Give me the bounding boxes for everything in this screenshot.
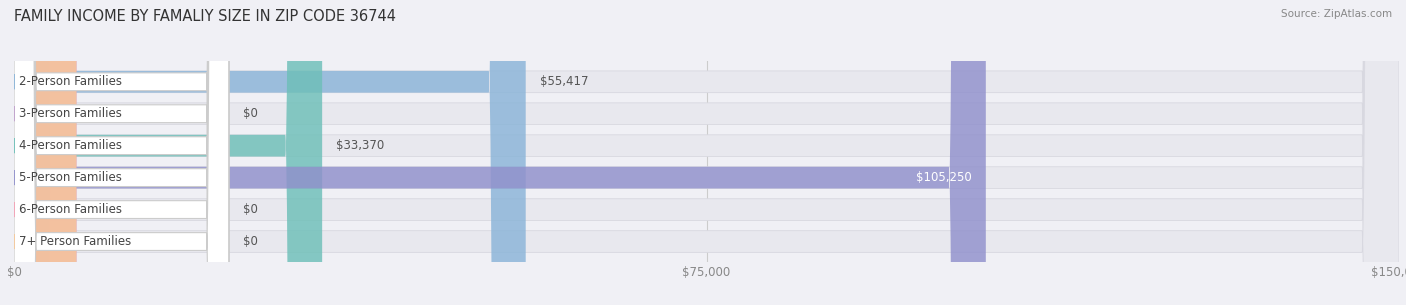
- Text: $55,417: $55,417: [540, 75, 588, 88]
- FancyBboxPatch shape: [14, 0, 229, 305]
- FancyBboxPatch shape: [14, 0, 229, 305]
- FancyBboxPatch shape: [14, 0, 322, 305]
- FancyBboxPatch shape: [14, 0, 76, 305]
- Text: FAMILY INCOME BY FAMALIY SIZE IN ZIP CODE 36744: FAMILY INCOME BY FAMALIY SIZE IN ZIP COD…: [14, 9, 396, 24]
- FancyBboxPatch shape: [14, 0, 1399, 305]
- Text: 6-Person Families: 6-Person Families: [18, 203, 122, 216]
- Text: $0: $0: [243, 203, 257, 216]
- FancyBboxPatch shape: [14, 0, 1399, 305]
- Text: 7+ Person Families: 7+ Person Families: [18, 235, 131, 248]
- FancyBboxPatch shape: [14, 0, 76, 305]
- Text: $0: $0: [243, 107, 257, 120]
- Text: 4-Person Families: 4-Person Families: [18, 139, 122, 152]
- Text: $33,370: $33,370: [336, 139, 384, 152]
- FancyBboxPatch shape: [14, 0, 229, 305]
- FancyBboxPatch shape: [14, 0, 1399, 305]
- Text: 2-Person Families: 2-Person Families: [18, 75, 122, 88]
- FancyBboxPatch shape: [14, 0, 229, 305]
- FancyBboxPatch shape: [14, 0, 526, 305]
- FancyBboxPatch shape: [14, 0, 1399, 305]
- Text: 5-Person Families: 5-Person Families: [18, 171, 121, 184]
- FancyBboxPatch shape: [14, 0, 1399, 305]
- FancyBboxPatch shape: [14, 0, 986, 305]
- Text: Source: ZipAtlas.com: Source: ZipAtlas.com: [1281, 9, 1392, 19]
- FancyBboxPatch shape: [14, 0, 76, 305]
- FancyBboxPatch shape: [14, 0, 229, 305]
- Text: 3-Person Families: 3-Person Families: [18, 107, 121, 120]
- FancyBboxPatch shape: [14, 0, 229, 305]
- FancyBboxPatch shape: [14, 0, 1399, 305]
- Text: $105,250: $105,250: [917, 171, 972, 184]
- Text: $0: $0: [243, 235, 257, 248]
